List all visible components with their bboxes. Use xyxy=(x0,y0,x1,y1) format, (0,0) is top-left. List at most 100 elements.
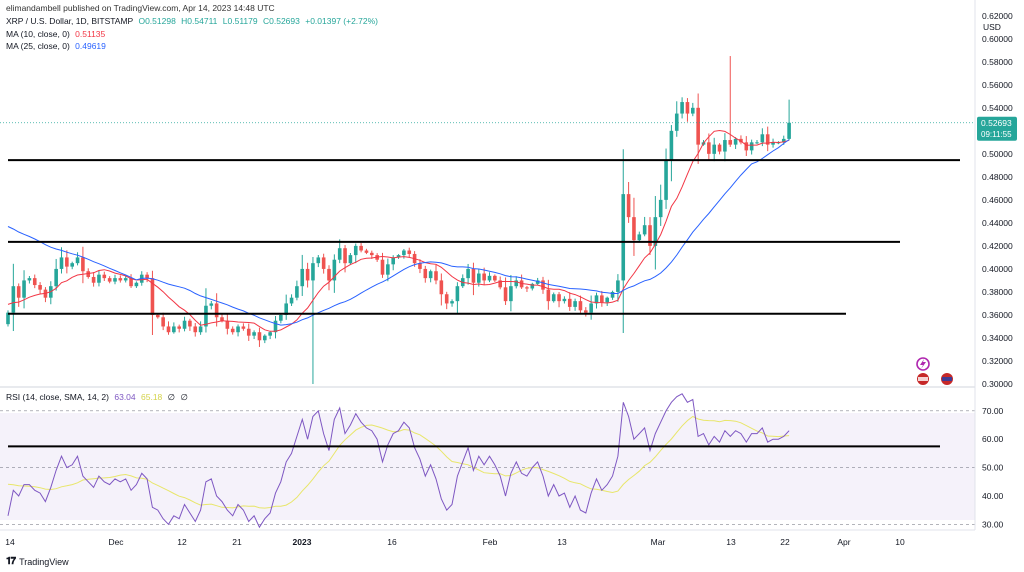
candle-body xyxy=(434,271,438,281)
candle-body xyxy=(161,317,165,327)
ma25-value: 0.49619 xyxy=(75,41,106,51)
price-tick-label: 0.56000 xyxy=(982,80,1013,90)
candles[interactable] xyxy=(6,56,791,384)
candle-body xyxy=(364,250,369,253)
candle-body xyxy=(337,248,342,260)
low-value: L0.51179 xyxy=(222,16,258,26)
candle-body xyxy=(503,287,508,302)
rsi-guides xyxy=(0,410,975,525)
price-tick-label: 0.34000 xyxy=(982,333,1013,343)
us-flag-stripes-icon-2 xyxy=(942,377,952,381)
ma10-legend[interactable]: MA (10, close, 0) 0.51135 xyxy=(6,29,105,40)
price-tick-label: 0.62000 xyxy=(982,11,1013,21)
candle-body xyxy=(32,278,37,286)
candle-body xyxy=(723,140,727,152)
high-value: H0.54711 xyxy=(181,16,218,26)
candle-body xyxy=(594,295,599,304)
rsi-tick-label: 40.00 xyxy=(982,491,1004,501)
candle-body xyxy=(230,328,235,333)
candle-body xyxy=(172,326,176,333)
candle-body xyxy=(573,301,577,307)
candle-body xyxy=(487,275,492,281)
candle-body xyxy=(648,225,652,246)
rsi-tick-label: 30.00 xyxy=(982,519,1004,529)
candle-body xyxy=(198,326,203,333)
rsi-band xyxy=(0,413,975,520)
candle-body xyxy=(182,320,187,329)
candle-body xyxy=(70,263,74,267)
candle-body xyxy=(771,142,775,145)
price-tick-label: 0.30000 xyxy=(982,379,1013,389)
candle-body xyxy=(246,328,251,336)
candle-body xyxy=(781,138,786,143)
candle-body xyxy=(386,264,390,275)
candle-body xyxy=(626,194,631,218)
symbol-name: XRP / U.S. Dollar, 1D, BITSTAMP xyxy=(6,16,134,26)
candle-body xyxy=(691,107,695,114)
candle-body xyxy=(236,326,240,333)
candle-body xyxy=(380,259,385,275)
candle-body xyxy=(642,225,647,235)
candle-body xyxy=(605,297,609,303)
candle-body xyxy=(680,102,684,114)
candle-body xyxy=(129,278,133,287)
candle-body xyxy=(664,159,668,200)
candle-body xyxy=(107,278,112,282)
candle-body xyxy=(11,286,16,313)
candle-body xyxy=(600,295,604,303)
candle-body xyxy=(166,326,171,333)
candle-body xyxy=(530,283,535,289)
us-flag-stripes-icon xyxy=(918,377,928,381)
rsi-tick-label: 50.00 xyxy=(982,463,1004,473)
candle-body xyxy=(188,320,192,327)
candle-body xyxy=(150,278,155,315)
symbol-legend[interactable]: XRP / U.S. Dollar, 1D, BITSTAMP O0.51298… xyxy=(6,16,378,27)
candle-body xyxy=(466,268,470,279)
time-tick-label: Dec xyxy=(108,537,124,547)
price-tick-label: 0.58000 xyxy=(982,57,1013,67)
rsi-legend[interactable]: RSI (14, close, SMA, 14, 2) 63.04 65.18 … xyxy=(6,392,188,403)
candle-body xyxy=(156,314,160,318)
candle-body xyxy=(717,144,722,152)
time-tick-label: 14 xyxy=(5,537,15,547)
candle-body xyxy=(295,286,299,298)
candle-body xyxy=(765,134,770,145)
candle-body xyxy=(749,142,754,151)
candle-body xyxy=(578,301,583,311)
candle-body xyxy=(263,335,267,341)
last-price-value: 0.52693 xyxy=(981,118,1012,128)
price-tick-label: 0.54000 xyxy=(982,103,1013,113)
time-tick-label: 2023 xyxy=(293,537,312,547)
time-tick-label: 10 xyxy=(895,537,905,547)
candle-body xyxy=(81,257,85,272)
price-tick-label: 0.36000 xyxy=(982,310,1013,320)
time-tick-label: 22 xyxy=(780,537,790,547)
candle-body xyxy=(97,274,101,283)
ma25-legend[interactable]: MA (25, close, 0) 0.49619 xyxy=(6,41,106,52)
time-tick-label: 16 xyxy=(387,537,397,547)
tradingview-brand[interactable]: 𝟏𝟕 TradingView xyxy=(6,556,69,567)
candle-body xyxy=(252,332,256,336)
candle-body xyxy=(744,142,749,151)
candle-body xyxy=(658,199,663,218)
support-lines[interactable] xyxy=(8,159,960,315)
time-tick-label: 13 xyxy=(557,537,567,547)
candle-body xyxy=(279,314,283,321)
rsi-axis[interactable]: 70.00 60.00 50.00 40.00 30.00 xyxy=(982,406,1004,529)
time-axis[interactable]: 14 Dec 12 21 2023 16 Feb 13 Mar 13 22 Apr 10 xyxy=(5,537,905,547)
currency-label: USD xyxy=(983,22,1001,32)
candle-body xyxy=(193,326,198,333)
candle-body xyxy=(209,303,214,306)
candle-body xyxy=(177,326,181,329)
candle-body xyxy=(525,287,529,289)
price-tick-label: 0.38000 xyxy=(982,287,1013,297)
candle-body xyxy=(685,102,690,114)
candle-body xyxy=(257,332,262,341)
candle-body xyxy=(482,273,486,281)
bar-countdown: 09:11:55 xyxy=(981,130,1012,139)
candle-body xyxy=(674,113,679,131)
candle-body xyxy=(755,142,759,144)
candle-body xyxy=(493,275,497,281)
event-icons[interactable] xyxy=(916,357,953,385)
